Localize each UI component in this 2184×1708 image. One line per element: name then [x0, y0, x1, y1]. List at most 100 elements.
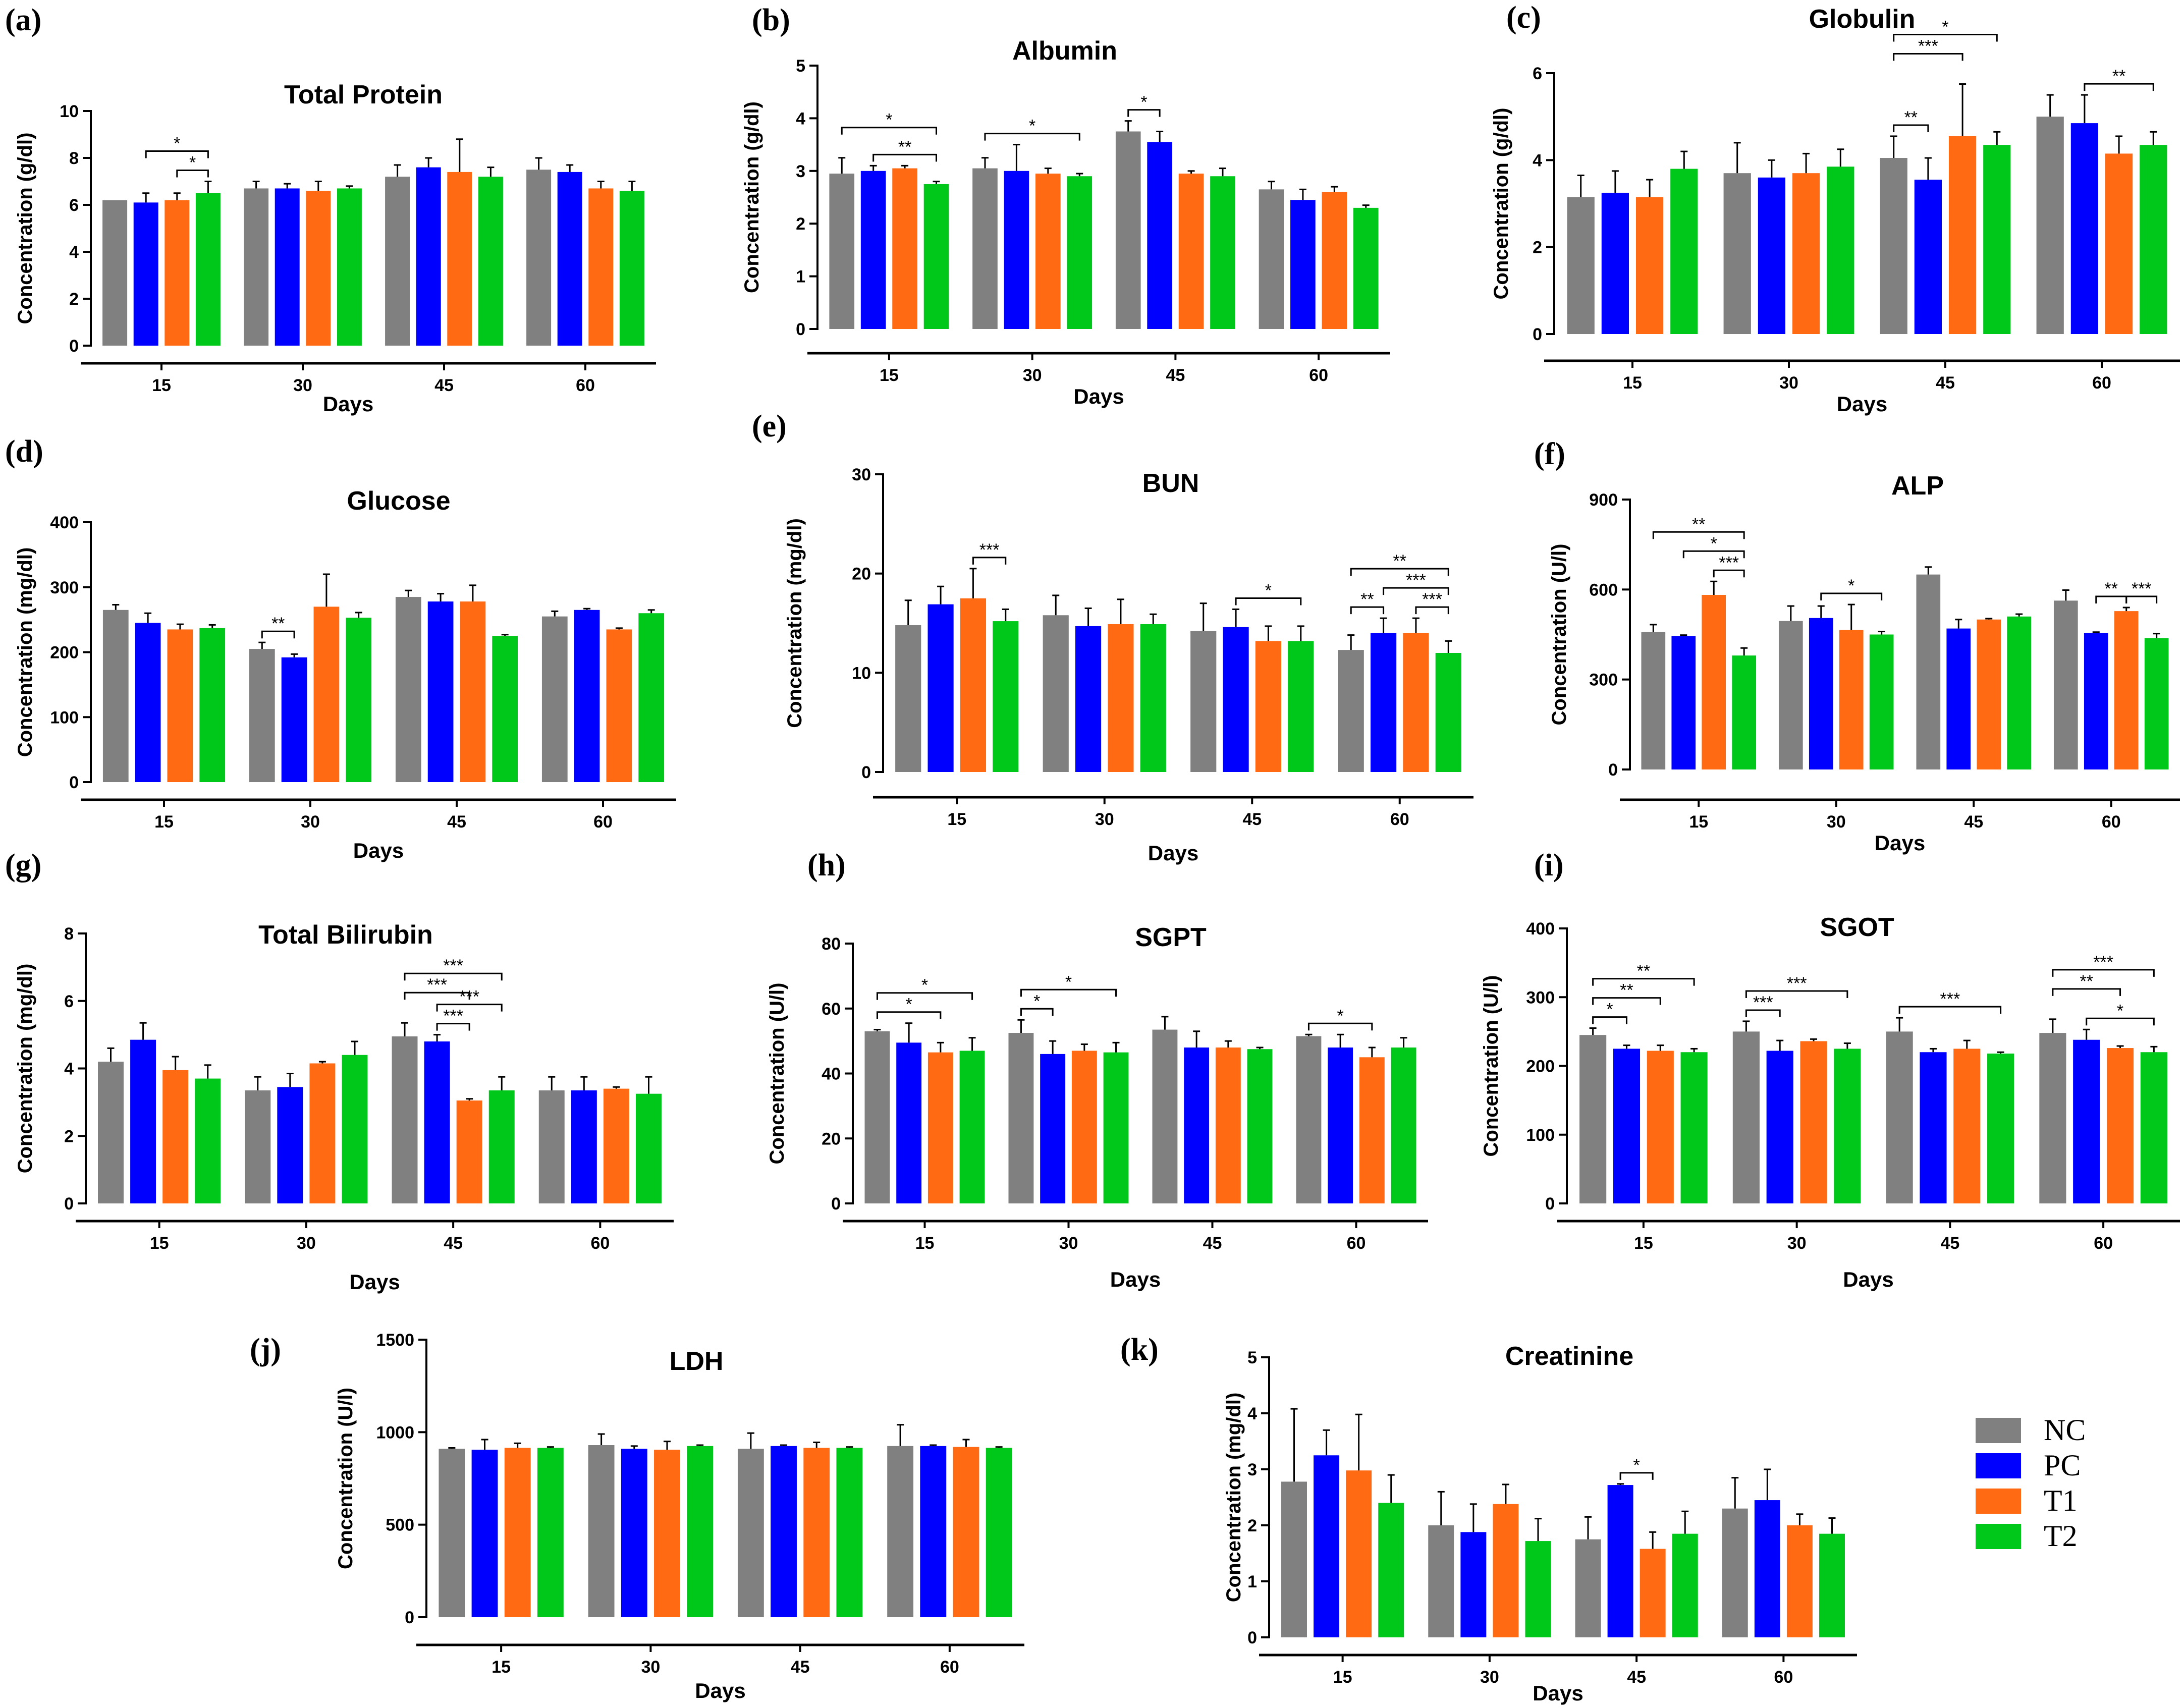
- significance-label: ***: [1753, 993, 1773, 1012]
- x-tick-label: 15: [880, 366, 899, 385]
- chart-title: Total Bilirubin: [258, 920, 433, 950]
- bar-PC-day-45: [1223, 627, 1249, 772]
- y-tick-label: 900: [1589, 490, 1618, 510]
- significance-label: *: [1711, 534, 1717, 553]
- significance-bracket: [1235, 597, 1302, 605]
- bar-NC-day-45: [385, 177, 410, 346]
- bar-PC-day-15: [135, 623, 161, 782]
- bar-T2-day-15: [195, 193, 221, 346]
- bar-NC-day-60: [2036, 117, 2064, 334]
- y-tick-label: 100: [50, 708, 79, 727]
- bar-NC-day-45: [1190, 631, 1217, 772]
- x-axis-label: Days: [1837, 392, 1887, 416]
- bar-NC-day-15: [102, 200, 128, 346]
- bar-T1-day-60: [606, 629, 632, 782]
- significance-bracket: [1652, 531, 1745, 539]
- bar-PC-day-60: [2084, 633, 2108, 769]
- bar-T1-day-60: [2114, 611, 2139, 769]
- bar-NC-day-30: [588, 1445, 615, 1617]
- bar-T1-day-45: [1215, 1048, 1241, 1203]
- legend-label-T1: T1: [2044, 1484, 2078, 1517]
- y-tick-label: 400: [1526, 919, 1555, 939]
- bar-T2-day-60: [1353, 207, 1379, 329]
- y-tick-label: 400: [50, 513, 79, 532]
- bar-T2-day-60: [1391, 1048, 1416, 1203]
- bar-T2-day-15: [1378, 1503, 1404, 1637]
- bar-PC-day-30: [1809, 618, 1833, 769]
- y-tick-label: 200: [50, 643, 79, 663]
- bar-NC-day-45: [1575, 1539, 1601, 1637]
- y-tick-label: 500: [386, 1516, 414, 1535]
- panel-letter: (c): [1506, 1, 1541, 35]
- y-tick-label: 2: [796, 214, 805, 234]
- bar-PC-day-30: [277, 1087, 303, 1203]
- bar-T1-day-15: [892, 168, 917, 329]
- bar-T1-day-30: [1839, 630, 1864, 769]
- x-tick-label: 60: [2092, 373, 2111, 393]
- y-axis-label: Concentration (mg/dl): [784, 518, 806, 728]
- y-tick-label: 0: [1545, 1194, 1555, 1214]
- bar-NC-day-60: [1259, 189, 1284, 329]
- bar-NC-day-30: [1723, 173, 1751, 334]
- bar-T2-day-30: [1140, 624, 1166, 772]
- significance-bracket: [972, 557, 1007, 565]
- bar-T1-day-30: [1035, 174, 1061, 329]
- x-tick-label: 45: [1964, 812, 1983, 832]
- panel-letter: (b): [752, 3, 790, 37]
- significance-label: ***: [1940, 989, 1960, 1009]
- legend-swatch-T2: [1976, 1524, 2021, 1549]
- bar-T1-day-30: [1493, 1504, 1519, 1637]
- bar-PC-day-45: [1914, 180, 1942, 334]
- bar-NC-day-60: [1338, 650, 1364, 772]
- significance-label: **: [2112, 67, 2125, 86]
- bar-NC-day-30: [245, 1090, 271, 1203]
- significance-bracket: [2084, 83, 2154, 91]
- chart-panel-8: (h) SGPT Concentration (U/l) 0 20 40 60 80 15 30 4…: [766, 848, 1428, 1291]
- bar-T1-day-30: [306, 191, 331, 346]
- significance-bracket: [1350, 568, 1449, 576]
- x-tick-label: 45: [1203, 1234, 1222, 1253]
- x-tick-label: 15: [1634, 1234, 1653, 1253]
- bar-T2-day-60: [638, 613, 665, 782]
- significance-label: ***: [1422, 590, 1442, 609]
- bar-PC-day-60: [1290, 200, 1316, 329]
- bar-T2-day-45: [2007, 616, 2032, 769]
- bar-PC-day-60: [574, 610, 600, 782]
- bar-T2-day-15: [993, 621, 1019, 772]
- significance-label: **: [1620, 981, 1633, 1000]
- significance-bracket: [2125, 595, 2158, 603]
- significance-label: *: [1337, 1006, 1344, 1025]
- y-tick-label: 300: [1526, 988, 1555, 1007]
- y-tick-label: 200: [1526, 1057, 1555, 1076]
- y-axis-label: Concentration (g/dl): [14, 133, 36, 324]
- bar-PC-day-60: [571, 1090, 597, 1203]
- bar-NC-day-15: [1579, 1035, 1607, 1203]
- bar-NC-day-45: [1152, 1029, 1178, 1203]
- bar-NC-day-15: [829, 174, 855, 329]
- significance-bracket: [404, 991, 470, 1000]
- y-tick-label: 6: [69, 196, 79, 215]
- y-tick-label: 5: [796, 57, 805, 76]
- y-axis-label: Concentration (U/l): [766, 983, 788, 1165]
- significance-label: *: [906, 995, 912, 1014]
- y-tick-label: 0: [1533, 325, 1542, 344]
- x-tick-label: 30: [1779, 373, 1798, 393]
- bar-T2-day-45: [1672, 1533, 1698, 1637]
- bar-NC-day-30: [249, 649, 275, 782]
- x-axis-label: Days: [353, 839, 404, 862]
- y-axis-label: Concentration (U/l): [1480, 975, 1502, 1157]
- significance-bracket: [1350, 606, 1385, 615]
- significance-label: ***: [2132, 579, 2152, 598]
- chart-title: Total Protein: [284, 80, 443, 109]
- bar-PC-day-15: [1314, 1455, 1340, 1637]
- significance-bracket: [404, 972, 503, 981]
- y-axis-label: Concentration (mg/dl): [1223, 1393, 1245, 1603]
- x-tick-label: 45: [444, 1234, 463, 1253]
- bar-NC-day-15: [1567, 197, 1595, 334]
- significance-label: **: [2105, 579, 2118, 598]
- bar-PC-day-45: [1607, 1485, 1633, 1637]
- y-tick-label: 3: [796, 162, 805, 181]
- significance-label: *: [886, 111, 892, 130]
- significance-label: **: [1692, 515, 1705, 534]
- bar-T2-day-30: [337, 188, 362, 346]
